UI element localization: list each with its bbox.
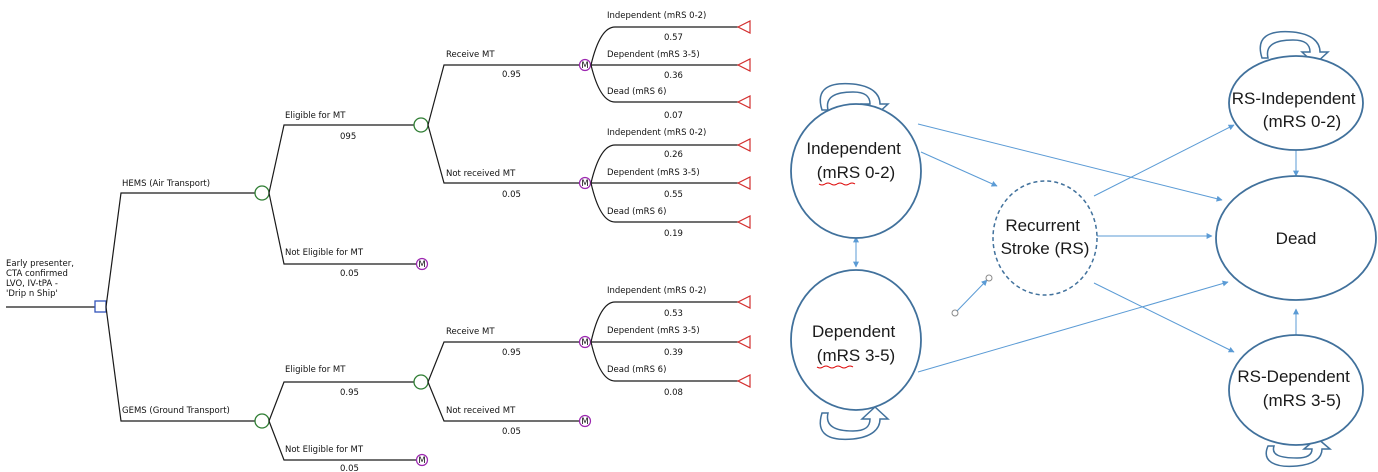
markov-node-hems-not-received <box>578 176 592 190</box>
outcome-prob: 0.07 <box>664 111 683 121</box>
prob-gems-eligible: 0.95 <box>340 388 359 398</box>
outcome-prob: 0.55 <box>664 190 683 200</box>
outcome-prob: 0.57 <box>664 33 683 43</box>
outcome-prob: 0.36 <box>664 71 683 81</box>
markov-node-gems-not-eligible <box>415 453 429 467</box>
prob-hems-not-eligible: 0.05 <box>340 269 359 279</box>
branch-label-gems: GEMS (Ground Transport) <box>122 406 230 416</box>
state-dead <box>1215 175 1377 301</box>
outcome-label: Independent (mRS 0-2) <box>607 128 706 138</box>
transition-arrow <box>917 280 1229 373</box>
outcome-label: Independent (mRS 0-2) <box>607 286 706 296</box>
terminal-node <box>736 335 751 349</box>
outcome-prob: 0.39 <box>664 348 683 358</box>
branch-label-hems-eligible: Eligible for MT <box>285 111 346 121</box>
outcome-prob: 0.53 <box>664 309 683 319</box>
prob-gems-receive: 0.95 <box>502 348 521 358</box>
outcome-prob: 0.08 <box>664 388 683 398</box>
chance-node-gems-eligible <box>413 374 429 390</box>
state-label-rs-dependent: RS-Dependent (mRS 3-5) <box>1237 367 1354 410</box>
state-rs-dependent <box>1228 334 1364 446</box>
spellcheck-underline <box>818 182 856 186</box>
prob-hems-not-received: 0.05 <box>502 190 521 200</box>
self-loop-icon <box>819 405 890 441</box>
branch-label-gems-receive: Receive MT <box>446 327 495 337</box>
transition-arrow <box>956 279 988 312</box>
prob-gems-not-eligible: 0.05 <box>340 464 359 472</box>
terminal-node <box>736 20 751 34</box>
outcome-label: Dead (mRS 6) <box>607 87 666 97</box>
outcome-label: Dead (mRS 6) <box>607 365 666 375</box>
transition-arrow <box>920 151 998 187</box>
markov-glyph: M <box>581 61 588 71</box>
spellcheck-underline <box>816 365 854 369</box>
branch-label-hems: HEMS (Air Transport) <box>122 179 210 189</box>
outcome-label: Dead (mRS 6) <box>607 207 666 217</box>
state-rs-independent <box>1228 55 1364 151</box>
state-label-dead: Dead <box>1276 229 1317 248</box>
chance-node-gems <box>254 413 270 429</box>
outcome-prob: 0.19 <box>664 229 683 239</box>
terminal-node <box>736 138 751 152</box>
terminal-node <box>736 95 751 109</box>
state-label-recurrent-stroke: Recurrent Stroke (RS) <box>1001 216 1090 258</box>
root-label: Early presenter, CTA confirmed LVO, IV-t… <box>6 259 77 299</box>
markov-glyph: M <box>418 260 425 270</box>
branch-label-hems-receive: Receive MT <box>446 50 495 60</box>
branch-label-hems-not-received: Not received MT <box>446 169 516 179</box>
transition-arrow <box>1093 282 1235 353</box>
state-label-independent: Independent (mRS 0-2) <box>806 139 905 182</box>
terminal-node <box>736 374 751 388</box>
connector-dot <box>951 309 959 317</box>
prob-hems-receive: 0.95 <box>502 70 521 80</box>
terminal-node <box>736 58 751 72</box>
markov-glyph: M <box>418 456 425 466</box>
markov-node-hems-receive <box>578 58 592 72</box>
prob-hems-eligible: 095 <box>340 132 356 142</box>
state-independent <box>790 103 922 239</box>
outcome-label: Independent (mRS 0-2) <box>607 11 706 21</box>
branch-label-hems-not-eligible: Not Eligible for MT <box>285 248 364 258</box>
state-dependent <box>790 269 922 411</box>
markov-node-gems-not-received <box>578 414 592 428</box>
branch-label-gems-not-received: Not received MT <box>446 406 516 416</box>
outcome-prob: 0.26 <box>664 150 683 160</box>
state-label-rs-independent: RS-Independent (mRS 0-2) <box>1232 89 1361 131</box>
connector-dot <box>985 274 993 282</box>
decision-node <box>94 300 107 313</box>
branch-label-gems-not-eligible: Not Eligible for MT <box>285 445 364 455</box>
terminal-node <box>736 215 751 229</box>
markov-node-gems-receive <box>578 335 592 349</box>
state-label-dependent: Dependent (mRS 3-5) <box>812 322 900 365</box>
branch-label-gems-eligible: Eligible for MT <box>285 365 346 375</box>
transition-arrow <box>1093 124 1235 197</box>
terminal-node <box>736 295 751 309</box>
prob-gems-not-received: 0.05 <box>502 427 521 437</box>
chance-node-hems <box>254 185 270 201</box>
outcome-label: Dependent (mRS 3-5) <box>607 168 700 178</box>
markov-glyph: M <box>581 179 588 189</box>
terminal-node <box>736 176 751 190</box>
markov-node-hems-not-eligible <box>415 257 429 271</box>
outcome-label: Dependent (mRS 3-5) <box>607 50 700 60</box>
decision-tree: Early presenter, CTA confirmed LVO, IV-t… <box>6 11 751 472</box>
chance-node-hems-eligible <box>413 117 429 133</box>
state-recurrent-stroke <box>992 180 1098 296</box>
transition-arrow <box>917 123 1223 202</box>
markov-model: Independent (mRS 0-2) Dependent (mRS 3-5… <box>790 30 1377 468</box>
outcome-label: Dependent (mRS 3-5) <box>607 326 700 336</box>
markov-glyph: M <box>581 338 588 348</box>
markov-glyph: M <box>581 417 588 427</box>
